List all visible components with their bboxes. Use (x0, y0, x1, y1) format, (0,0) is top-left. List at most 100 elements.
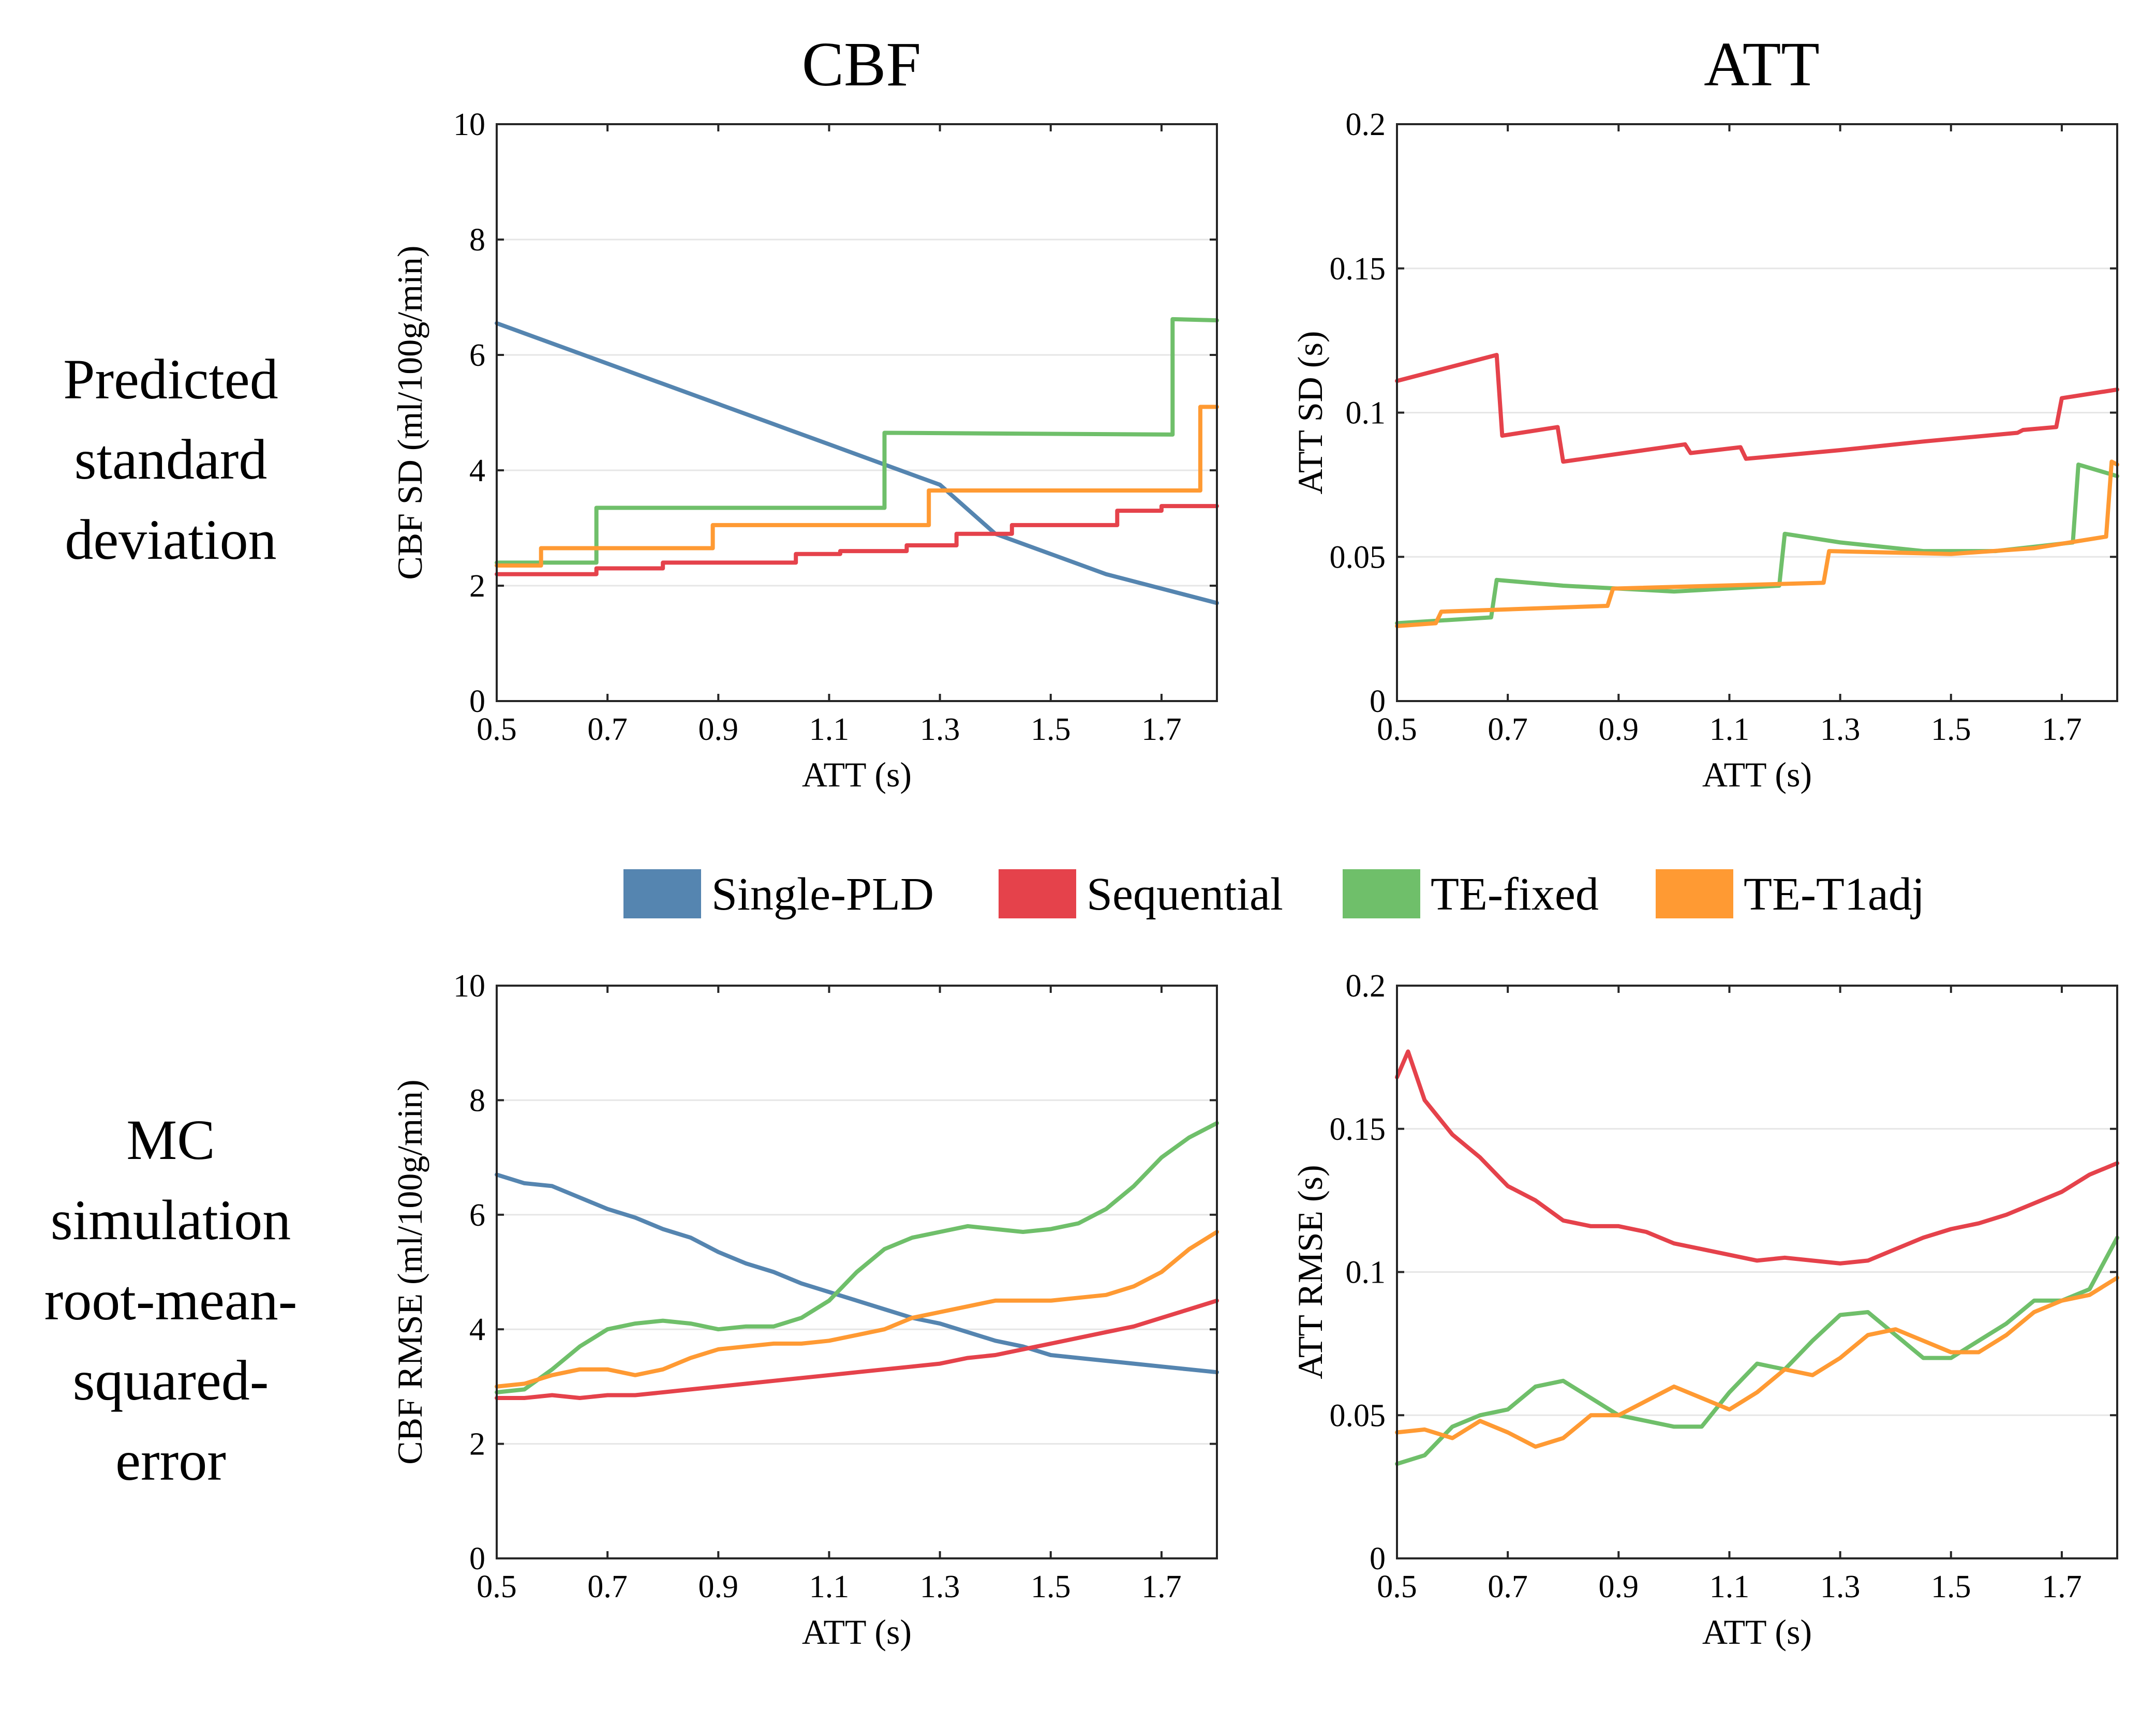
legend-label-single-pld: Single-PLD (711, 869, 934, 920)
x-tick-label: 1.7 (2042, 712, 2082, 747)
x-tick-label: 0.5 (477, 1569, 517, 1604)
row-label-line: simulation (51, 1188, 291, 1252)
series-line-sequential (495, 1298, 1219, 1400)
x-tick-label: 0.7 (1488, 712, 1528, 747)
y-tick-label: 0.2 (1346, 107, 1386, 142)
series-line-sequential (1395, 1049, 2119, 1266)
x-axis-title: ATT (s) (1702, 1612, 1812, 1652)
row-label-line: standard (75, 428, 267, 491)
y-tick-label: 2 (469, 1427, 485, 1462)
x-tick-label: 0.9 (698, 1569, 739, 1604)
x-tick-label: 0.5 (477, 712, 517, 747)
x-tick-label: 1.7 (1141, 712, 1182, 747)
series-line-te-fixed (1395, 462, 2119, 626)
legend-swatch-single-pld (623, 869, 701, 918)
x-tick-label: 1.5 (1031, 712, 1071, 747)
x-tick-label: 1.5 (1931, 1569, 1971, 1604)
y-axis-title: CBF SD (ml/100g/min) (390, 245, 429, 579)
y-tick-label: 0 (469, 684, 485, 719)
legend-swatch-sequential (999, 869, 1076, 918)
x-tick-label: 1.1 (809, 712, 850, 747)
y-tick-label: 2 (469, 569, 485, 604)
legend-label-te-t1adj: TE-T1adj (1744, 869, 1925, 920)
x-tick-label: 1.5 (1931, 712, 1971, 747)
series-line-te-t1adj (1395, 1275, 2119, 1449)
x-tick-label: 1.3 (1820, 712, 1861, 747)
panel-att-rmse: 0.5 0.7 0.9 1.1 1.3 1.5 1.7 0 0.05 0.1 0.15 0.2 ATT … (1290, 969, 2119, 1652)
row-label-line: MC (126, 1108, 215, 1171)
x-axis-title: ATT (s) (1702, 755, 1812, 794)
row-label-line: root-mean- (44, 1269, 298, 1332)
column-title-att: ATT (1704, 29, 1820, 99)
x-tick-label: 0.9 (698, 712, 739, 747)
y-tick-label: 0 (1370, 684, 1386, 719)
x-tick-label: 0.9 (1599, 1569, 1639, 1604)
legend-label-sequential: Sequential (1087, 869, 1283, 920)
x-tick-label: 0.5 (1377, 712, 1417, 747)
row-label-line: deviation (65, 508, 276, 571)
series-line-sequential (495, 504, 1219, 576)
x-tick-label: 1.3 (920, 712, 960, 747)
panel-cbf-sd: 0.5 0.7 0.9 1.1 1.3 1.5 1.7 0 2 4 6 8 10 ATT (s) CBF S… (390, 107, 1219, 794)
legend-label-te-fixed: TE-fixed (1431, 869, 1599, 920)
series-line-te-fixed (495, 317, 1219, 565)
legend-swatch-te-t1adj (1656, 869, 1733, 918)
y-tick-label: 10 (453, 969, 485, 1004)
y-tick-label: 8 (469, 1083, 485, 1118)
row-label-line: error (115, 1429, 226, 1492)
y-tick-label: 0.15 (1330, 1112, 1386, 1147)
series-line-single-pld (495, 1172, 1219, 1375)
x-tick-label: 0.7 (1488, 1569, 1528, 1604)
axes-frame (496, 985, 1218, 1559)
x-axis-title: ATT (s) (802, 1612, 912, 1652)
y-tick-label: 0.05 (1330, 540, 1386, 575)
series-line-te-fixed (1395, 1236, 2119, 1466)
y-tick-label: 0.1 (1346, 396, 1386, 431)
y-tick-label: 0.2 (1346, 969, 1386, 1004)
x-tick-label: 1.3 (920, 1569, 960, 1604)
series-line-single-pld (495, 321, 1219, 605)
y-tick-label: 4 (469, 453, 485, 488)
row-label-mc-rmse: MC simulation root-mean- squared- error (44, 1108, 298, 1492)
x-tick-label: 1.1 (1709, 1569, 1750, 1604)
y-tick-label: 0.15 (1330, 251, 1386, 287)
x-tick-label: 1.1 (1709, 712, 1750, 747)
x-tick-label: 1.7 (2042, 1569, 2082, 1604)
x-tick-label: 1.3 (1820, 1569, 1861, 1604)
y-tick-label: 0 (469, 1541, 485, 1577)
x-tick-label: 0.9 (1599, 712, 1639, 747)
y-axis-title: ATT RMSE (s) (1290, 1165, 1330, 1379)
x-tick-label: 1.5 (1031, 1569, 1071, 1604)
legend: Single-PLD Sequential TE-fixed TE-T1adj (623, 869, 1925, 920)
axes-frame (496, 123, 1218, 702)
panel-att-sd: 0.5 0.7 0.9 1.1 1.3 1.5 1.7 0 0.05 0.1 0.15 0.2 ATT … (1290, 107, 2119, 794)
y-tick-label: 6 (469, 338, 485, 373)
series-line-te-t1adj (495, 1230, 1219, 1389)
y-tick-label: 10 (453, 107, 485, 142)
y-axis-title: ATT SD (s) (1290, 331, 1330, 494)
y-tick-label: 0.1 (1346, 1255, 1386, 1290)
x-tick-label: 0.7 (587, 1569, 628, 1604)
series-line-sequential (1395, 353, 2119, 464)
y-tick-label: 4 (469, 1312, 485, 1347)
y-tick-label: 6 (469, 1198, 485, 1233)
y-tick-label: 0 (1370, 1541, 1386, 1577)
row-label-line: Predicted (63, 348, 278, 411)
row-label-predicted-sd: Predicted standard deviation (63, 348, 278, 571)
y-tick-label: 0.05 (1330, 1398, 1386, 1433)
y-axis-title: CBF RMSE (ml/100g/min) (390, 1079, 429, 1464)
y-tick-label: 8 (469, 222, 485, 258)
x-tick-label: 0.7 (587, 712, 628, 747)
series-line-te-t1adj (495, 405, 1219, 568)
column-title-cbf: CBF (802, 29, 921, 99)
legend-swatch-te-fixed (1343, 869, 1420, 918)
x-tick-label: 0.5 (1377, 1569, 1417, 1604)
panel-cbf-rmse: 0.5 0.7 0.9 1.1 1.3 1.5 1.7 0 2 4 6 8 10 ATT (s) CBF R… (390, 969, 1219, 1652)
row-label-line: squared- (73, 1349, 269, 1412)
x-tick-label: 1.7 (1141, 1569, 1182, 1604)
x-tick-label: 1.1 (809, 1569, 850, 1604)
series-line-te-fixed (495, 1121, 1219, 1394)
x-axis-title: ATT (s) (802, 755, 912, 794)
series-line-te-t1adj (1395, 459, 2119, 628)
